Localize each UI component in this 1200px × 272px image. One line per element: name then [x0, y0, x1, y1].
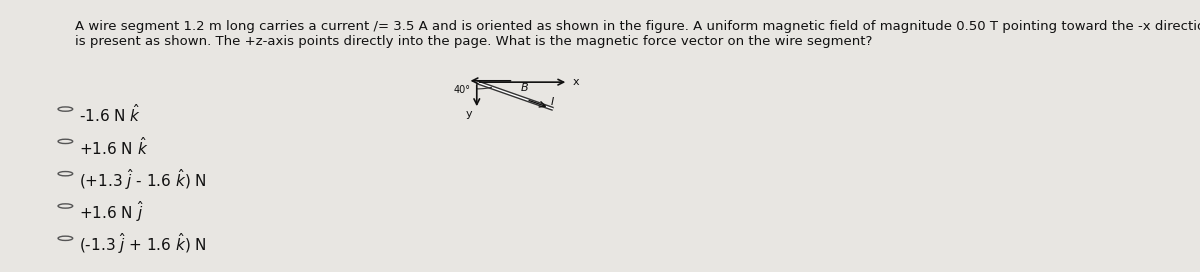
Text: x: x — [572, 77, 580, 86]
Text: A wire segment 1.2 m long carries a current /= 3.5 A and is oriented as shown in: A wire segment 1.2 m long carries a curr… — [74, 20, 1200, 48]
Text: B: B — [521, 82, 528, 92]
Text: I: I — [551, 97, 554, 107]
Text: (+1.3 $\hat{j}$ - 1.6 $\hat{k}$) N: (+1.3 $\hat{j}$ - 1.6 $\hat{k}$) N — [79, 167, 206, 191]
Text: +1.6 N $\hat{j}$: +1.6 N $\hat{j}$ — [79, 199, 144, 224]
Text: -1.6 N $\hat{k}$: -1.6 N $\hat{k}$ — [79, 104, 142, 125]
Text: (-1.3 $\hat{j}$ + 1.6 $\hat{k}$) N: (-1.3 $\hat{j}$ + 1.6 $\hat{k}$) N — [79, 231, 206, 256]
Text: +1.6 N $\hat{k}$: +1.6 N $\hat{k}$ — [79, 136, 149, 158]
Text: y: y — [466, 109, 473, 119]
Text: 40°: 40° — [454, 85, 470, 95]
